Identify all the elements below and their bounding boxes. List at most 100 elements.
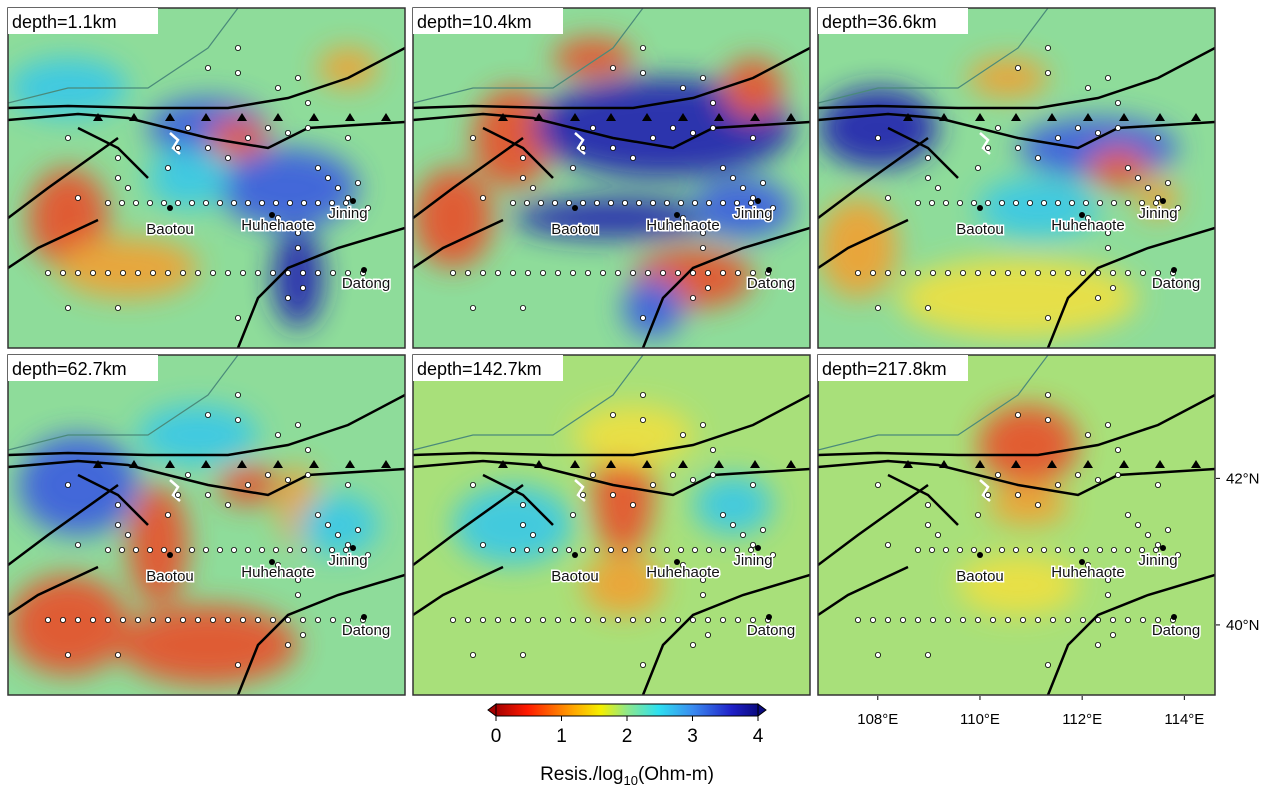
station (645, 617, 650, 622)
station (189, 547, 194, 552)
station (1115, 125, 1120, 130)
city-dot (1171, 267, 1177, 273)
city-dot (350, 198, 356, 204)
station (925, 502, 930, 507)
station (1041, 547, 1046, 552)
station (985, 200, 990, 205)
depth-label-box: depth=10.4km (413, 8, 563, 34)
station (999, 547, 1004, 552)
station (1045, 392, 1050, 397)
resistivity-anomaly (978, 405, 1078, 485)
station (1027, 200, 1032, 205)
station (315, 165, 320, 170)
map-content: BaotouHuhehaoteJiningDatong (818, 8, 1215, 348)
station (678, 547, 683, 552)
station (705, 285, 710, 290)
y-tick-label: 42°N (1226, 470, 1260, 487)
station (1055, 200, 1060, 205)
station (710, 447, 715, 452)
station (608, 200, 613, 205)
station (580, 492, 585, 497)
station (235, 45, 240, 50)
station (210, 270, 215, 275)
station (265, 472, 270, 477)
station (1115, 447, 1120, 452)
station (1065, 270, 1070, 275)
station (930, 270, 935, 275)
station (345, 542, 350, 547)
station (640, 662, 645, 667)
station (245, 482, 250, 487)
station (150, 617, 155, 622)
city-dot (766, 614, 772, 620)
station (875, 305, 880, 310)
station (480, 542, 485, 547)
station (945, 270, 950, 275)
station (929, 200, 934, 205)
station (480, 617, 485, 622)
colorbar-tick-label: 4 (753, 726, 764, 747)
station (690, 642, 695, 647)
station (1015, 145, 1020, 150)
station (1005, 617, 1010, 622)
station (678, 200, 683, 205)
city-dot (350, 545, 356, 551)
station (1020, 617, 1025, 622)
station (470, 482, 475, 487)
station (1105, 422, 1110, 427)
station (675, 270, 680, 275)
station (1105, 245, 1110, 250)
station (240, 270, 245, 275)
resistivity-anomaly (208, 118, 268, 158)
map-panel: BaotouHuhehaoteJiningDatongdepth=62.7km (8, 355, 405, 695)
station (995, 125, 1000, 130)
station (189, 200, 194, 205)
resistivity-anomaly (128, 485, 188, 605)
station (175, 145, 180, 150)
colorbar-tick-label: 0 (491, 726, 502, 747)
station (925, 305, 930, 310)
station (935, 185, 940, 190)
station (975, 617, 980, 622)
station (985, 492, 990, 497)
station (60, 617, 65, 622)
resistivity-anomaly (8, 575, 128, 675)
station (664, 200, 669, 205)
station (615, 270, 620, 275)
station (995, 472, 1000, 477)
city-label: Jining (328, 205, 367, 222)
station (231, 547, 236, 552)
station (330, 617, 335, 622)
station (540, 617, 545, 622)
map-panel: BaotouHuhehaoteJiningDatongdepth=1.1km (8, 8, 405, 348)
station (530, 185, 535, 190)
resistivity-anomaly (273, 228, 323, 328)
station (957, 547, 962, 552)
station (925, 175, 930, 180)
station (245, 135, 250, 140)
station (552, 547, 557, 552)
map-content: BaotouHuhehaoteJiningDatong (8, 8, 405, 348)
station (975, 512, 980, 517)
station (217, 547, 222, 552)
station (855, 617, 860, 622)
station (510, 200, 515, 205)
station (700, 592, 705, 597)
station (636, 547, 641, 552)
station (524, 547, 529, 552)
city-dot (361, 614, 367, 620)
station (915, 270, 920, 275)
station (255, 270, 260, 275)
station (355, 527, 360, 532)
station (640, 70, 645, 75)
station (1097, 547, 1102, 552)
station (1005, 270, 1010, 275)
station (133, 547, 138, 552)
station (495, 617, 500, 622)
station (265, 125, 270, 130)
station (520, 175, 525, 180)
station (943, 547, 948, 552)
station (750, 482, 755, 487)
station (1125, 512, 1130, 517)
